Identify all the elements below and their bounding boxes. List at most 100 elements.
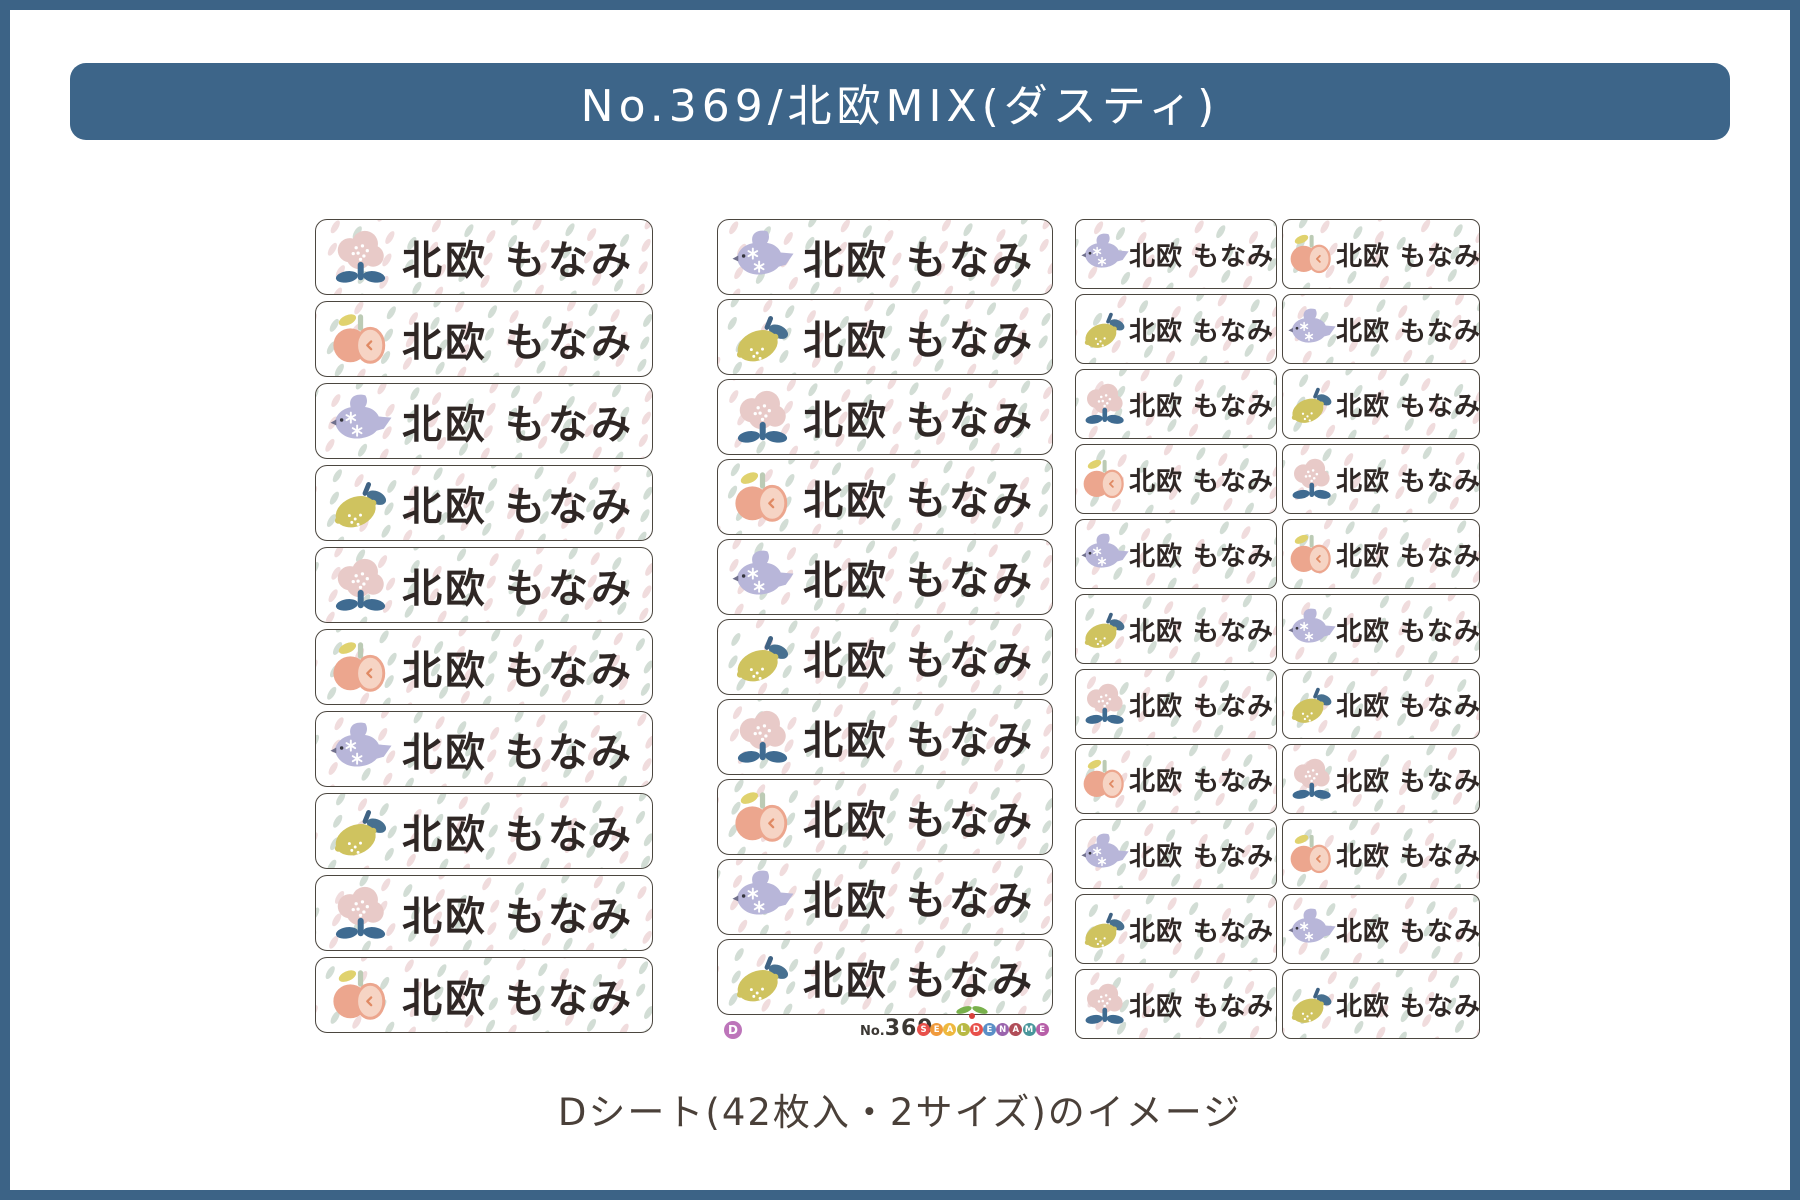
name-sticker-large: 北欧 もなみ [315,301,653,377]
dash-pattern [1283,970,1479,1038]
name-sticker-small: 北欧 もなみ [1282,444,1480,514]
sticker-name-text: 北欧 もなみ [1336,766,1480,797]
name-sticker-small: 北欧 もなみ [1075,294,1277,364]
flower-icon [335,230,386,283]
dash-pattern [718,540,1052,614]
dash-pattern [1076,670,1276,738]
lemon-icon [334,810,387,856]
name-sticker-large: 北欧 もなみ [717,859,1053,935]
brand-letter-circle: N [996,1023,1010,1036]
dash-pattern [1076,295,1276,363]
sticker-name-text: 北欧 もなみ [1129,766,1275,797]
dash-pattern [718,300,1052,374]
brand-letter-circle: E [1035,1023,1049,1036]
dash-pattern [1076,820,1276,888]
dash-pattern [1076,220,1276,288]
bird-icon [1081,533,1129,568]
name-sticker-large: 北欧 もなみ [315,957,653,1033]
name-sticker-large: 北欧 もなみ [717,379,1053,455]
dash-pattern [1283,370,1479,438]
apple-icon [735,792,788,842]
sticker-name-text: 北欧 もなみ [1336,841,1480,872]
sticker-name-text: 北欧 もなみ [402,238,634,284]
name-sticker-small: 北欧 もなみ [1282,669,1480,739]
name-sticker-large: 北欧 もなみ [717,619,1053,695]
dash-pattern [1076,445,1276,513]
dash-pattern [718,780,1052,854]
name-sticker-large: 北欧 もなみ [315,875,653,951]
lemon-icon [334,482,387,528]
sticker-name-text: 北欧 もなみ [1129,391,1275,422]
bird-icon [330,722,392,767]
name-sticker-small: 北欧 もなみ [1282,969,1480,1039]
lemon-icon [1084,312,1125,348]
sticker-name-text: 北欧 もなみ [1336,241,1480,272]
sticker-name-text: 北欧 もなみ [1336,991,1480,1022]
sticker-name-text: 北欧 もなみ [402,730,634,776]
sticker-name-text: 北欧 もなみ [402,648,634,694]
name-sticker-large: 北欧 もなみ [717,699,1053,775]
apple-icon [333,970,386,1020]
sticker-name-text: 北欧 もなみ [803,558,1035,604]
name-sticker-small: 北欧 もなみ [1075,369,1277,439]
name-sticker-large: 北欧 もなみ [315,547,653,623]
sticker-name-text: 北欧 もなみ [1336,466,1480,497]
flower-icon [737,390,788,443]
sticker-name-text: 北欧 もなみ [1336,916,1480,947]
lemon-icon [736,636,789,682]
name-sticker-large: 北欧 もなみ [717,299,1053,375]
name-sticker-small: 北欧 もなみ [1282,744,1480,814]
dash-pattern [1076,520,1276,588]
dash-pattern [1283,220,1479,288]
name-sticker-large: 北欧 もなみ [717,539,1053,615]
sticker-name-text: 北欧 もなみ [1129,616,1275,647]
sticker-name-text: 北欧 もなみ [803,398,1035,444]
name-sticker-large: 北欧 もなみ [315,793,653,869]
name-sticker-large: 北欧 もなみ [717,779,1053,855]
product-number-prefix: No. [860,1024,885,1039]
name-sticker-small: 北欧 もなみ [1075,219,1277,289]
sticker-name-text: 北欧 もなみ [1336,691,1480,722]
bird-icon [1288,308,1336,343]
dash-pattern [1283,670,1479,738]
dash-pattern [1283,745,1479,813]
sticker-name-text: 北欧 もなみ [402,320,634,366]
sticker-name-text: 北欧 もなみ [1129,466,1275,497]
sticker-name-text: 北欧 もなみ [1129,841,1275,872]
sticker-name-text: 北欧 もなみ [803,478,1035,524]
apple-icon [1083,459,1124,499]
apple-icon [735,472,788,522]
sticker-name-text: 北欧 もなみ [402,976,634,1022]
name-sticker-small: 北欧 もなみ [1075,594,1277,664]
lemon-icon [1291,387,1332,423]
sticker-name-text: 北欧 もなみ [803,318,1035,364]
bird-icon [1288,608,1336,643]
sticker-name-text: 北欧 もなみ [1129,916,1275,947]
sticker-name-text: 北欧 もなみ [803,878,1035,924]
name-sticker-large: 北欧 もなみ [315,711,653,787]
apple-icon [1083,759,1124,799]
dash-pattern [1076,970,1276,1038]
dash-pattern [718,460,1052,534]
sticker-name-text: 北欧 もなみ [803,238,1035,284]
brand-letter-circle: D [969,1023,983,1036]
apple-icon [1290,234,1331,274]
name-sticker-small: 北欧 もなみ [1075,969,1277,1039]
cherry-icon [956,1006,988,1019]
dash-pattern [718,380,1052,454]
name-sticker-small: 北欧 もなみ [1282,219,1480,289]
sheet-caption: Dシート(42枚入・2サイズ)のイメージ [557,1091,1243,1134]
flower-icon [1085,683,1124,724]
sticker-name-text: 北欧 もなみ [402,812,634,858]
flower-icon [1085,383,1124,424]
dash-pattern [1283,895,1479,963]
brand-letter-circle: A [1009,1023,1023,1036]
bird-icon [732,550,794,595]
name-sticker-small: 北欧 もなみ [1282,294,1480,364]
brand-letter-circle: M [1022,1023,1036,1036]
bird-icon [732,230,794,275]
dash-pattern [1076,595,1276,663]
flower-icon [335,558,386,611]
sticker-name-text: 北欧 もなみ [1129,691,1275,722]
